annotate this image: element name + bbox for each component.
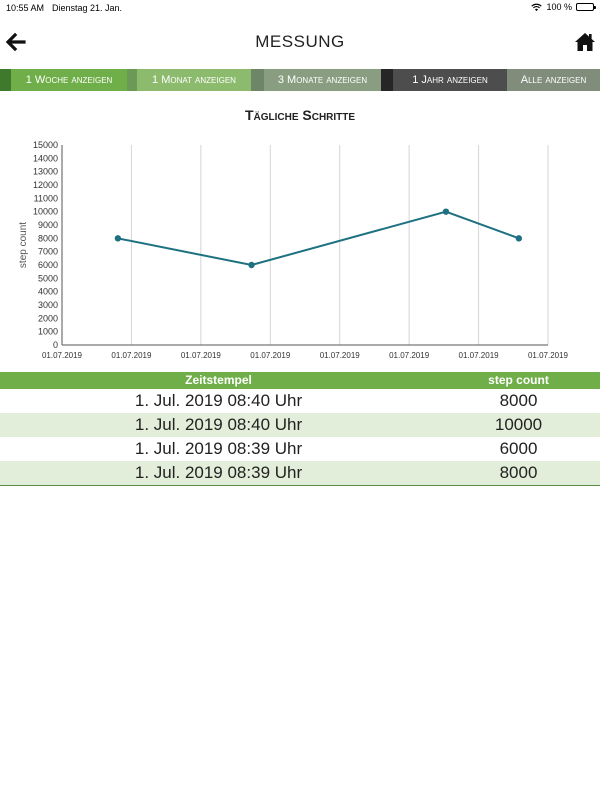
table-body: 1. Jul. 2019 08:40 Uhr 8000 1. Jul. 2019… xyxy=(0,389,600,485)
measurement-table: Zeitstempel step count 1. Jul. 2019 08:4… xyxy=(0,372,600,486)
x-tick-label: 01.07.2019 xyxy=(459,351,500,360)
table-header: Zeitstempel step count xyxy=(0,372,600,389)
tab-3-months[interactable]: 3 Monate anzeigen xyxy=(251,69,381,91)
cell-timestamp: 1. Jul. 2019 08:40 Uhr xyxy=(134,415,303,434)
table-row[interactable]: 1. Jul. 2019 08:40 Uhr 10000 xyxy=(0,413,600,437)
home-icon xyxy=(575,33,595,51)
tab-label: 3 Monate anzeigen xyxy=(277,74,368,86)
tab-1-year[interactable]: 1 Jahr anzeigen xyxy=(381,69,507,91)
x-tick-label: 01.07.2019 xyxy=(181,351,222,360)
status-bar: 10:55 AM Dienstag 21. Jan. 100 % xyxy=(0,0,600,16)
y-tick-label: 2000 xyxy=(38,313,58,323)
x-tick-label: 01.07.2019 xyxy=(250,351,291,360)
y-tick-label: 10000 xyxy=(33,207,58,217)
data-point[interactable] xyxy=(515,235,523,242)
table-row[interactable]: 1. Jul. 2019 08:40 Uhr 8000 xyxy=(0,389,600,413)
y-tick-label: 0 xyxy=(53,340,58,350)
series-line xyxy=(117,210,520,267)
arrow-left-icon xyxy=(5,32,26,52)
tab-label: 1 Woche anzeigen xyxy=(25,74,113,86)
page-title: MESSUNG xyxy=(255,32,345,51)
y-tick-label: 12000 xyxy=(33,180,58,190)
home-button[interactable] xyxy=(574,31,596,53)
cell-step-count: 10000 xyxy=(494,415,543,434)
tab-1-month[interactable]: 1 Monat anzeigen xyxy=(127,69,251,91)
chart-title: Tägliche Schritte xyxy=(244,107,356,123)
x-tick-label: 01.07.2019 xyxy=(111,351,152,360)
data-point[interactable] xyxy=(248,261,255,269)
y-tick-label: 4000 xyxy=(38,287,58,297)
y-tick-label: 13000 xyxy=(33,167,58,177)
column-header-timestamp: Zeitstempel xyxy=(185,373,252,387)
y-tick-label: 11000 xyxy=(34,193,58,203)
cell-timestamp: 1. Jul. 2019 08:39 Uhr xyxy=(134,463,303,482)
cell-step-count: 8000 xyxy=(499,391,538,410)
wifi-icon xyxy=(531,3,543,11)
y-tick-label: 8000 xyxy=(38,233,58,243)
status-date: Dienstag 21. Jan. xyxy=(52,3,123,13)
y-tick-label: 6000 xyxy=(38,260,58,270)
cell-timestamp: 1. Jul. 2019 08:39 Uhr xyxy=(134,439,303,458)
y-tick-label: 5000 xyxy=(38,273,58,283)
tab-1-week[interactable]: 1 Woche anzeigen xyxy=(0,69,127,91)
battery-icon xyxy=(576,3,596,11)
data-point[interactable] xyxy=(442,208,450,215)
x-tick-label: 01.07.2019 xyxy=(528,351,569,360)
cell-timestamp: 1. Jul. 2019 08:40 Uhr xyxy=(134,391,303,410)
tab-all[interactable]: Alle anzeigen xyxy=(507,69,600,91)
x-tick-label: 01.07.2019 xyxy=(389,351,430,360)
y-tick-label: 14000 xyxy=(33,153,58,163)
y-tick-label: 3000 xyxy=(38,300,58,310)
table-row[interactable]: 1. Jul. 2019 08:39 Uhr 8000 xyxy=(0,461,600,485)
x-tick-label: 01.07.2019 xyxy=(320,351,361,360)
table-row[interactable]: 1. Jul. 2019 08:39 Uhr 6000 xyxy=(0,437,600,461)
cell-step-count: 8000 xyxy=(499,463,538,482)
tab-label: 1 Monat anzeigen xyxy=(152,74,236,86)
column-header-step-count: step count xyxy=(488,373,549,387)
y-tick-label: 1000 xyxy=(38,327,58,337)
header: MESSUNG xyxy=(0,22,600,62)
cell-step-count: 6000 xyxy=(499,439,538,458)
data-point[interactable] xyxy=(114,235,122,242)
time-range-tabs: 1 Woche anzeigen 1 Monat anzeigen 3 Mona… xyxy=(0,69,600,91)
y-tick-label: 15000 xyxy=(33,140,58,150)
tab-label: 1 Jahr anzeigen xyxy=(412,74,488,86)
y-axis-label: step count xyxy=(18,222,29,268)
status-right: 100 % xyxy=(531,2,596,12)
x-tick-label: 01.07.2019 xyxy=(42,351,83,360)
y-tick-label: 7000 xyxy=(38,247,58,257)
y-tick-label: 9000 xyxy=(38,220,58,230)
step-chart: 0 1000 2000 3000 4000 5000 6000 7000 8000 9000 100… xyxy=(18,140,569,360)
tab-label: Alle anzeigen xyxy=(520,74,587,86)
status-time: 10:55 AM xyxy=(6,3,45,13)
battery-percent: 100 % xyxy=(546,2,572,12)
back-button[interactable] xyxy=(4,31,26,53)
